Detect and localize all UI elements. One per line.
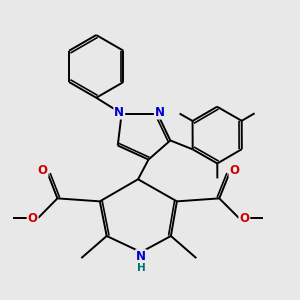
Text: O: O xyxy=(28,212,38,225)
Text: N: N xyxy=(114,106,124,118)
Text: O: O xyxy=(230,164,239,177)
Text: N: N xyxy=(155,106,165,118)
Text: H: H xyxy=(137,263,146,273)
Text: N: N xyxy=(136,250,146,263)
Text: O: O xyxy=(239,212,249,225)
Text: O: O xyxy=(38,164,47,177)
